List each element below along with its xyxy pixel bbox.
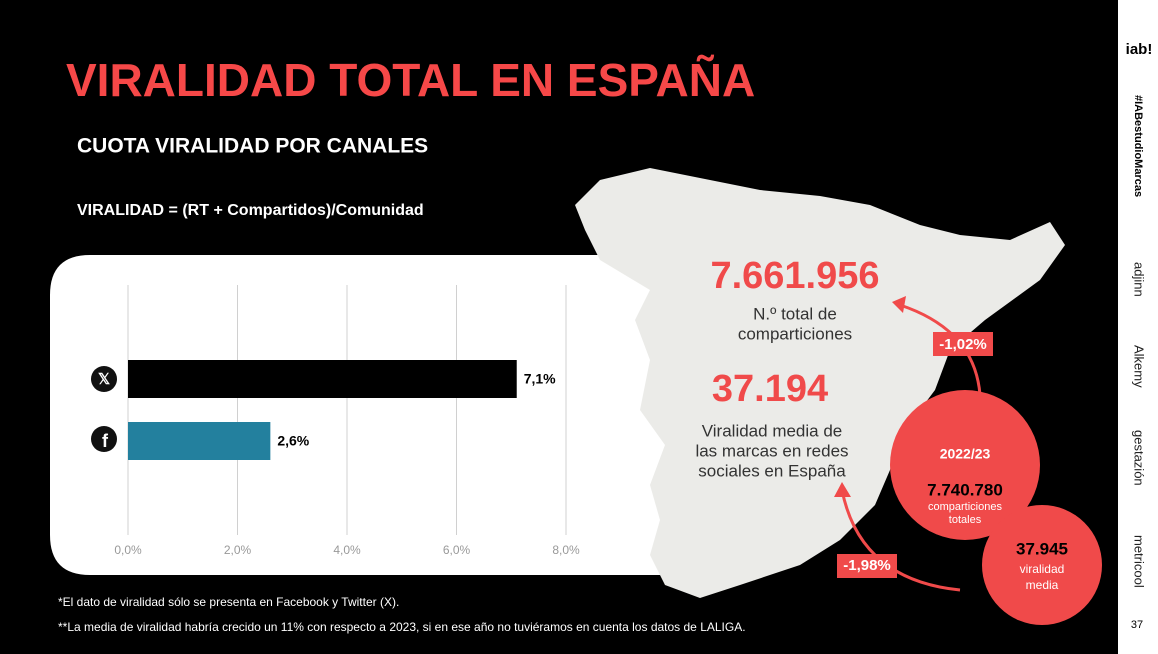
sidebar: [1118, 0, 1158, 654]
stat-label: comparticiones: [738, 324, 852, 343]
logo: iab!: [1126, 41, 1153, 58]
x-icon: [91, 366, 117, 392]
period: 2022/23: [940, 446, 991, 462]
badge: [933, 332, 993, 356]
prev-shares-label: comparticiones: [928, 501, 1002, 513]
x-tick-label: 8,0%: [552, 543, 580, 557]
stat-label: sociales en España: [698, 461, 846, 480]
stat-label: Viralidad media de: [702, 421, 843, 440]
hashtag: #IABestudioMarcas: [1132, 95, 1144, 197]
x-icon-glyph: 𝕏: [98, 371, 110, 388]
value-label: 2,6%: [277, 433, 309, 449]
stat-value: 37.194: [712, 368, 828, 410]
stat-label: N.º total de: [753, 304, 837, 323]
bar: [128, 422, 271, 460]
partner-logo: gestazión: [1132, 430, 1147, 486]
facebook-icon: [91, 426, 117, 452]
stat-label: las marcas en redes: [695, 441, 848, 460]
prev-shares: 7.740.780: [927, 480, 1003, 499]
stat-value: 7.661.956: [710, 255, 879, 297]
bar: [128, 360, 517, 398]
value-label: 7,1%: [524, 371, 556, 387]
partner-logo: adjinn: [1132, 262, 1147, 297]
partner-logo: Alkemy: [1132, 345, 1147, 388]
facebook-icon-glyph: f: [102, 431, 109, 451]
x-tick-label: 4,0%: [333, 543, 361, 557]
title: VIRALIDAD TOTAL EN ESPAÑA: [66, 54, 755, 106]
arrowhead: [892, 296, 906, 313]
page-number: 37: [1131, 619, 1143, 631]
x-tick-label: 0,0%: [114, 543, 142, 557]
subtitle: CUOTA VIRALIDAD POR CANALES: [77, 135, 428, 158]
badge: [837, 554, 897, 578]
arrowhead: [834, 482, 851, 497]
spain-map: [575, 168, 1065, 598]
circle-shares: [890, 390, 1040, 540]
chart-card: [50, 255, 720, 575]
x-tick-label: 6,0%: [443, 543, 471, 557]
change-badge: -1,02%: [939, 336, 987, 353]
footnote: *El dato de viralidad sólo se presenta e…: [58, 595, 399, 609]
circle-virality: [982, 505, 1102, 625]
prev-shares-label: totales: [949, 514, 982, 526]
change-badge: -1,98%: [843, 557, 891, 574]
footnote: **La media de viralidad habría crecido u…: [58, 620, 746, 634]
prev-virality-label: viralidad: [1020, 562, 1065, 576]
x-tick-label: 2,0%: [224, 543, 252, 557]
prev-virality-label: media: [1026, 578, 1059, 592]
partner-logo: metricool: [1132, 535, 1147, 588]
formula: VIRALIDAD = (RT + Compartidos)/Comunidad: [77, 202, 424, 219]
prev-virality: 37.945: [1016, 539, 1068, 558]
